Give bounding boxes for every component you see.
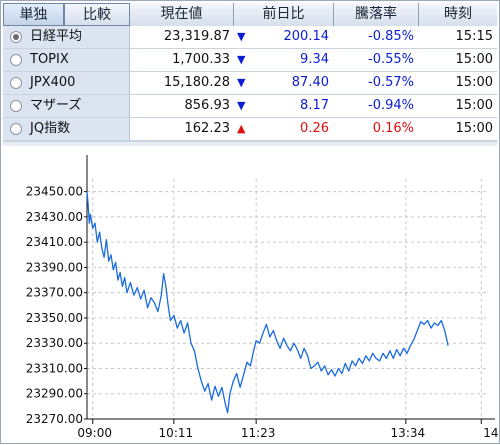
index-name: JPX400	[30, 75, 76, 90]
column-header-time[interactable]: 時刻	[419, 3, 497, 26]
x-tick-label: 09:00	[77, 426, 112, 440]
y-tick-label: 23330.00	[26, 336, 83, 350]
index-change: 87.40	[291, 75, 329, 90]
index-name: 日経平均	[30, 29, 83, 44]
x-tick-label: 14:	[483, 426, 500, 440]
y-tick-label: 23410.00	[26, 235, 83, 249]
index-name-cell[interactable]: JPX400	[3, 72, 130, 94]
index-time: 15:00	[455, 52, 493, 67]
index-time: 15:00	[455, 75, 493, 90]
index-price: 856.93	[184, 98, 231, 113]
index-row[interactable]: 日経平均 23,319.87 ▼ 200.14 -0.85% 15:15	[3, 26, 497, 49]
index-change: 200.14	[283, 29, 330, 44]
y-tick-label: 23310.00	[26, 361, 83, 375]
index-percent: -0.85%	[368, 29, 414, 44]
x-tick-label: 13:34	[391, 426, 426, 440]
x-tick-label: 10:11	[159, 426, 194, 440]
index-name-cell[interactable]: JQ指数	[3, 118, 130, 140]
column-header-percent[interactable]: 騰落率	[334, 3, 419, 26]
down-arrow-icon: ▼	[237, 76, 246, 89]
index-time: 15:00	[455, 121, 493, 136]
radio-button[interactable]	[10, 54, 22, 66]
series-line-nikkei	[86, 191, 449, 414]
index-row[interactable]: TOPIX 1,700.33 ▼ 9.34 -0.55% 15:00	[3, 49, 497, 72]
down-arrow-icon: ▼	[237, 30, 246, 43]
index-percent: -0.94%	[368, 98, 414, 113]
index-row[interactable]: JQ指数 162.23 ▲ 0.26 0.16% 15:00	[3, 118, 497, 141]
index-name-cell[interactable]: マザーズ	[3, 95, 130, 117]
down-arrow-icon: ▼	[237, 99, 246, 112]
y-tick-label: 23350.00	[26, 311, 83, 325]
index-name: TOPIX	[30, 52, 69, 67]
index-percent: -0.55%	[368, 52, 414, 67]
index-time: 15:00	[455, 98, 493, 113]
table-header: 単独 比較 現在値 前日比 騰落率 時刻	[3, 3, 497, 26]
index-price: 15,180.28	[163, 75, 230, 90]
index-name-cell[interactable]: 日経平均	[3, 26, 130, 48]
y-tick-label: 23450.00	[26, 185, 83, 199]
radio-button[interactable]	[10, 31, 22, 43]
divider	[3, 141, 497, 146]
up-arrow-icon: ▲	[237, 122, 246, 135]
index-percent: -0.57%	[368, 75, 414, 90]
index-row[interactable]: マザーズ 856.93 ▼ 8.17 -0.94% 15:00	[3, 95, 497, 118]
x-tick-label: 11:23	[241, 426, 276, 440]
index-name: マザーズ	[30, 98, 82, 113]
column-header-change[interactable]: 前日比	[234, 3, 334, 26]
index-percent: 0.16%	[372, 121, 414, 136]
index-change: 0.26	[300, 121, 329, 136]
tab-compare[interactable]: 比較	[64, 3, 130, 26]
y-tick-label: 23430.00	[26, 210, 83, 224]
index-price: 162.23	[184, 121, 231, 136]
intraday-line-chart: 23450.00 23430.00 23410.00 23390.00 23370.00…	[26, 155, 500, 440]
index-table: 日経平均 23,319.87 ▼ 200.14 -0.85% 15:15 TOPIX 1,70…	[3, 26, 497, 141]
radio-button[interactable]	[10, 123, 22, 135]
tab-single[interactable]: 単独	[3, 3, 64, 26]
y-tick-label: 23290.00	[26, 387, 83, 401]
index-time: 15:15	[455, 29, 493, 44]
radio-button[interactable]	[10, 100, 22, 112]
index-name: JQ指数	[30, 121, 71, 136]
column-header-price[interactable]: 現在値	[130, 3, 234, 26]
index-change: 8.17	[300, 98, 329, 113]
index-price: 23,319.87	[163, 29, 230, 44]
y-tick-label: 23270.00	[26, 412, 83, 426]
index-row[interactable]: JPX400 15,180.28 ▼ 87.40 -0.57% 15:00	[3, 72, 497, 95]
index-change: 9.34	[300, 52, 329, 67]
y-tick-label: 23370.00	[26, 286, 83, 300]
y-tick-label: 23390.00	[26, 260, 83, 274]
index-name-cell[interactable]: TOPIX	[3, 49, 130, 71]
index-price: 1,700.33	[172, 52, 230, 67]
down-arrow-icon: ▼	[237, 53, 246, 66]
radio-button[interactable]	[10, 77, 22, 89]
